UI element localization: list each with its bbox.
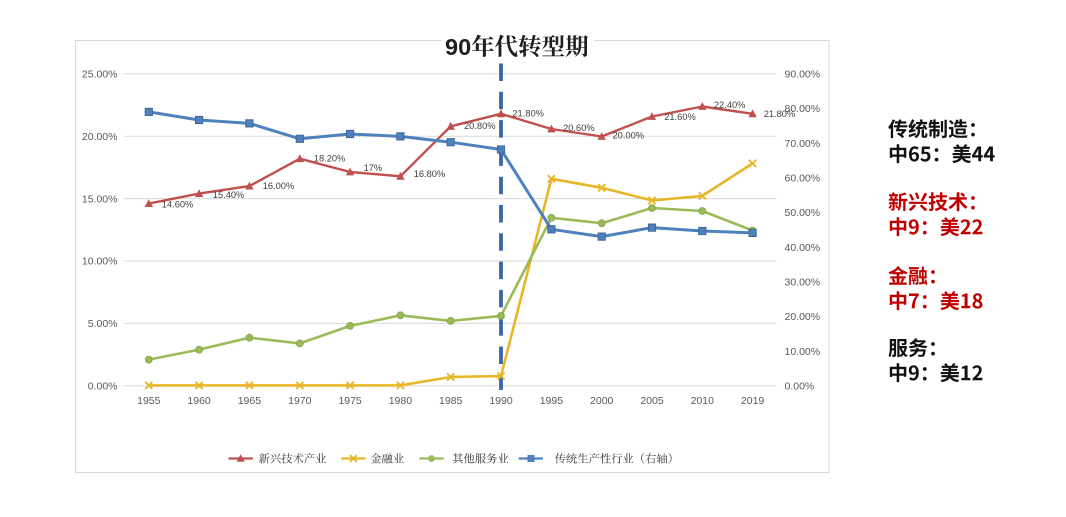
svg-text:10.00%: 10.00% (785, 346, 821, 358)
svg-text:10.00%: 10.00% (82, 256, 118, 268)
svg-text:1965: 1965 (238, 395, 262, 407)
svg-text:21.60%: 21.60% (664, 112, 696, 122)
svg-text:21.80%: 21.80% (512, 108, 544, 118)
svg-text:2005: 2005 (640, 395, 664, 407)
svg-text:1970: 1970 (288, 395, 312, 407)
svg-text:14.60%: 14.60% (162, 199, 194, 209)
svg-text:2000: 2000 (590, 395, 614, 407)
svg-text:50.00%: 50.00% (785, 207, 821, 219)
svg-text:18.20%: 18.20% (314, 154, 346, 164)
svg-text:90: 90 (445, 34, 471, 60)
svg-text:20.00%: 20.00% (613, 130, 645, 140)
svg-text:22.40%: 22.40% (714, 100, 746, 110)
svg-text:1960: 1960 (187, 395, 211, 407)
svg-text:90.00%: 90.00% (785, 69, 821, 81)
svg-text:20.60%: 20.60% (563, 123, 595, 133)
svg-text:21.80%: 21.80% (764, 109, 796, 119)
svg-text:0.00%: 0.00% (785, 381, 815, 393)
svg-text:2019: 2019 (741, 395, 765, 407)
svg-text:1985: 1985 (439, 395, 463, 407)
svg-text:15.40%: 15.40% (213, 190, 245, 200)
svg-text:2010: 2010 (691, 395, 715, 407)
svg-text:1955: 1955 (137, 395, 161, 407)
svg-text:1995: 1995 (540, 395, 564, 407)
svg-text:16.00%: 16.00% (263, 181, 295, 191)
svg-text:40.00%: 40.00% (785, 242, 821, 254)
svg-text:20.80%: 20.80% (464, 121, 496, 131)
svg-text:1980: 1980 (389, 395, 413, 407)
svg-text:5.00%: 5.00% (88, 318, 118, 330)
svg-text:60.00%: 60.00% (785, 173, 821, 185)
svg-text:17%: 17% (364, 163, 383, 173)
svg-text:80.00%: 80.00% (785, 103, 821, 115)
svg-text:15.00%: 15.00% (82, 193, 118, 205)
svg-text:1975: 1975 (338, 395, 362, 407)
svg-text:20.00%: 20.00% (82, 131, 118, 143)
svg-text:25.00%: 25.00% (82, 69, 118, 81)
svg-text:70.00%: 70.00% (785, 138, 821, 150)
svg-text:1990: 1990 (489, 395, 513, 407)
svg-text:0.00%: 0.00% (88, 381, 118, 393)
svg-text:16.80%: 16.80% (414, 169, 446, 179)
svg-text:30.00%: 30.00% (785, 277, 821, 289)
svg-text:20.00%: 20.00% (785, 311, 821, 323)
